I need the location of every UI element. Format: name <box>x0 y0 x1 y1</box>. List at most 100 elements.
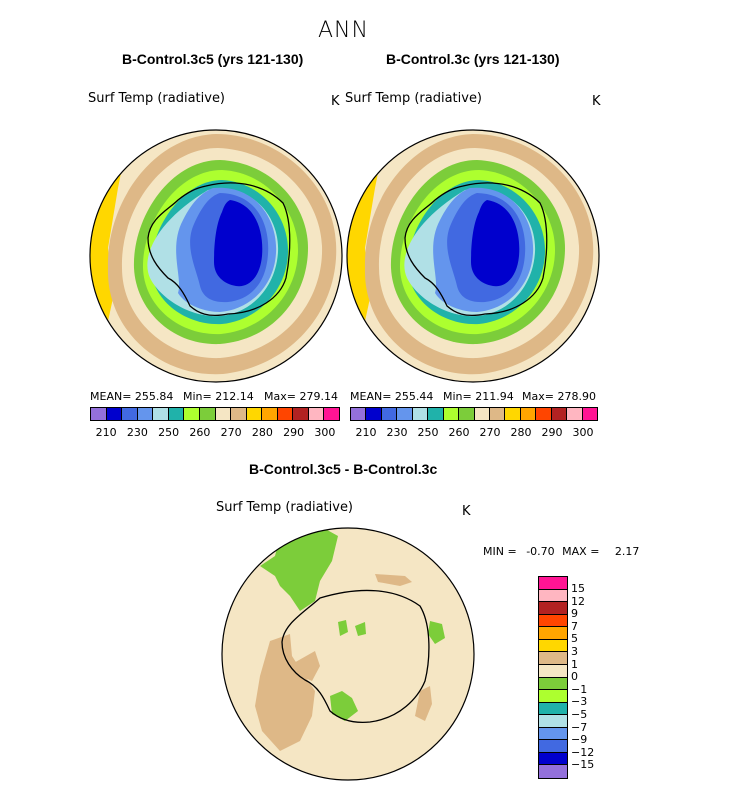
colorbar-tick-label: 0 <box>571 670 578 684</box>
negative-region-south <box>330 691 358 721</box>
colorbar-tick-label: 290 <box>541 426 563 439</box>
colorbar-swatch <box>351 408 367 420</box>
colorbar-tick-label: 210 <box>355 426 377 439</box>
colorbar-tick-label: 290 <box>283 426 305 439</box>
diff-max-value: 2.17 <box>614 545 640 558</box>
colorbar-swatch <box>474 408 490 420</box>
left-max-stat: Max= 279.14 <box>264 390 338 403</box>
colorbar-swatch <box>231 408 247 420</box>
positive-region-mid <box>292 651 320 681</box>
colorbar-swatch <box>246 408 263 420</box>
positive-region-small <box>375 574 412 586</box>
antarctica-coastline <box>147 182 291 317</box>
colorbar-tick-label: −7 <box>571 720 588 734</box>
colorbar-swatch <box>539 727 567 741</box>
left-colorbar <box>90 407 340 421</box>
colorbar-swatch <box>293 408 309 420</box>
left-variable-label: Surf Temp (radiative) <box>88 91 226 106</box>
colorbar-swatch <box>536 408 552 420</box>
negative-region-center <box>338 620 348 636</box>
colorbar-swatch <box>520 408 537 420</box>
colorbar-tick-label: −9 <box>571 733 588 747</box>
colorbar-tick-label: 9 <box>571 607 578 621</box>
contour-band-210 <box>214 200 263 287</box>
left-units-label: K <box>331 94 340 109</box>
colorbar-swatch <box>412 408 429 420</box>
right-max-stat: Max= 278.90 <box>522 390 596 403</box>
right-min-stat: Min= 211.94 <box>443 390 514 403</box>
colorbar-swatch <box>539 652 567 665</box>
right-units-label: K <box>592 94 601 109</box>
negative-region-east <box>428 621 445 644</box>
colorbar-swatch <box>215 408 232 420</box>
right-panel-title: B-Control.3c (yrs 121-130) <box>386 51 560 67</box>
colorbar-swatch <box>106 408 123 420</box>
map-border <box>89 129 343 383</box>
colorbar-swatch <box>567 408 583 420</box>
colorbar-swatch <box>91 408 107 420</box>
antarctica-coastline <box>281 589 430 724</box>
colorbar-swatch <box>539 690 567 703</box>
colorbar-tick-label: 7 <box>571 619 578 633</box>
right-variable-label: Surf Temp (radiative) <box>345 91 483 106</box>
page-title: ANN <box>318 18 369 43</box>
diff-min-value: -0.70 <box>526 545 555 558</box>
colorbar-swatch <box>539 677 567 691</box>
colorbar-swatch <box>539 664 567 678</box>
colorbar-tick-label: 12 <box>571 594 585 608</box>
colorbar-swatch <box>397 408 413 420</box>
diff-panel-title: B-Control.3c5 - B-Control.3c <box>249 461 438 477</box>
colorbar-swatch <box>308 408 325 420</box>
colorbar-swatch <box>539 740 567 753</box>
colorbar-swatch <box>199 408 216 420</box>
left-polar-map <box>89 129 343 383</box>
colorbar-swatch <box>539 715 567 728</box>
colorbar-tick-label: −15 <box>571 758 595 772</box>
left-panel-title: B-Control.3c5 (yrs 121-130) <box>122 51 304 67</box>
colorbar-swatch <box>539 602 567 615</box>
colorbar-tick-label: −3 <box>571 695 588 709</box>
colorbar-tick-label: 260 <box>189 426 211 439</box>
diff-min-label: MIN = <box>483 545 517 558</box>
diff-minmax: MIN = -0.70 MAX = 2.17 <box>483 545 639 558</box>
colorbar-swatch <box>277 408 294 420</box>
colorbar-swatch <box>381 408 398 420</box>
left-min-stat: Min= 212.14 <box>183 390 254 403</box>
right-mean-stat: MEAN= 255.44 <box>350 390 434 403</box>
colorbar-swatch <box>168 408 185 420</box>
contour-band-210 <box>471 200 520 287</box>
colorbar-tick-label: 1 <box>571 657 578 671</box>
colorbar-swatch <box>505 408 521 420</box>
diff-variable-label: Surf Temp (radiative) <box>216 500 354 515</box>
colorbar-swatch <box>184 408 200 420</box>
colorbar-tick-label: 15 <box>571 582 585 595</box>
colorbar-tick-label: 270 <box>220 426 242 439</box>
colorbar-swatch <box>551 408 568 420</box>
diff-max-label: MAX = <box>562 545 600 558</box>
colorbar-tick-label: 3 <box>571 644 578 658</box>
colorbar-tick-label: 280 <box>510 426 532 439</box>
colorbar-swatch <box>324 408 339 420</box>
right-colorbar <box>350 407 598 421</box>
colorbar-tick-label: −5 <box>571 707 588 721</box>
colorbar-tick-label: 300 <box>572 426 594 439</box>
diff-colorbar-ticks: 15 12 9 7 5 3 1 0 −1 −3 −5 −7 −9 −12 −15 <box>571 582 595 772</box>
diff-units-label: K <box>462 504 471 519</box>
colorbar-swatch <box>539 627 567 640</box>
left-colorbar-ticks: 210 230 250 260 270 280 290 300 <box>90 426 340 440</box>
positive-region-west <box>255 634 315 751</box>
diff-colorbar <box>538 576 568 779</box>
positive-region-southeast <box>415 686 432 721</box>
colorbar-tick-label: −1 <box>571 682 588 696</box>
colorbar-swatch <box>137 408 154 420</box>
colorbar-tick-label: −12 <box>571 745 595 759</box>
colorbar-swatch <box>582 408 597 420</box>
colorbar-tick-label: 280 <box>251 426 273 439</box>
negative-region-center-2 <box>355 622 366 636</box>
antarctica-coastline <box>404 182 548 317</box>
colorbar-swatch <box>539 752 567 766</box>
colorbar-swatch <box>366 408 382 420</box>
colorbar-swatch <box>459 408 475 420</box>
colorbar-swatch <box>122 408 138 420</box>
colorbar-tick-label: 300 <box>314 426 336 439</box>
